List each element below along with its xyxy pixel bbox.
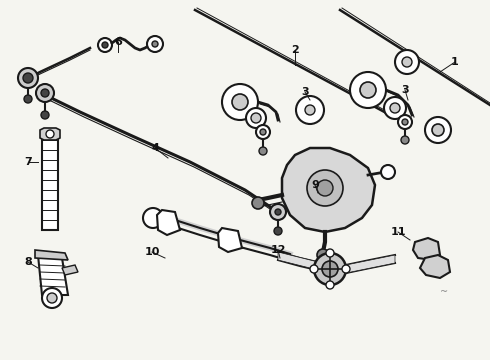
Circle shape — [152, 41, 158, 47]
Circle shape — [398, 115, 412, 129]
Circle shape — [41, 111, 49, 119]
Circle shape — [147, 36, 163, 52]
Circle shape — [342, 265, 350, 273]
Circle shape — [143, 208, 163, 228]
Polygon shape — [40, 128, 60, 140]
Polygon shape — [413, 238, 440, 260]
Polygon shape — [157, 210, 180, 235]
Text: 6: 6 — [114, 37, 122, 47]
Polygon shape — [42, 130, 58, 230]
Circle shape — [259, 147, 267, 155]
Circle shape — [274, 227, 282, 235]
Circle shape — [270, 204, 286, 220]
Text: 10: 10 — [145, 247, 160, 257]
Circle shape — [326, 249, 334, 257]
Circle shape — [402, 119, 408, 125]
Polygon shape — [282, 148, 375, 232]
Circle shape — [98, 38, 112, 52]
Polygon shape — [420, 255, 450, 278]
Polygon shape — [35, 250, 68, 260]
Circle shape — [326, 281, 334, 289]
Circle shape — [350, 72, 386, 108]
Text: ~: ~ — [440, 287, 448, 297]
Circle shape — [317, 249, 329, 261]
Circle shape — [317, 180, 333, 196]
Circle shape — [41, 89, 49, 97]
Text: 3: 3 — [301, 87, 309, 97]
Circle shape — [432, 124, 444, 136]
Text: 11: 11 — [390, 227, 406, 237]
Circle shape — [381, 165, 395, 179]
Circle shape — [36, 84, 54, 102]
Circle shape — [296, 96, 324, 124]
Circle shape — [246, 108, 266, 128]
Circle shape — [46, 130, 54, 138]
Circle shape — [23, 73, 33, 83]
Circle shape — [310, 265, 318, 273]
Circle shape — [322, 261, 338, 277]
Circle shape — [251, 113, 261, 123]
Text: 9: 9 — [311, 180, 319, 190]
Polygon shape — [218, 228, 242, 252]
Text: 2: 2 — [291, 45, 299, 55]
Text: 8: 8 — [24, 257, 32, 267]
Text: 7: 7 — [24, 157, 32, 167]
Circle shape — [384, 97, 406, 119]
Polygon shape — [346, 255, 395, 273]
Text: 4: 4 — [151, 143, 159, 153]
Circle shape — [24, 95, 32, 103]
Circle shape — [360, 82, 376, 98]
Circle shape — [314, 253, 346, 285]
Polygon shape — [38, 255, 68, 295]
Polygon shape — [62, 265, 78, 275]
Circle shape — [256, 125, 270, 139]
Circle shape — [395, 50, 419, 74]
Text: 3: 3 — [401, 85, 409, 95]
Circle shape — [18, 68, 38, 88]
Circle shape — [401, 136, 409, 144]
Circle shape — [305, 105, 315, 115]
Circle shape — [47, 293, 57, 303]
Circle shape — [222, 84, 258, 120]
Text: 12: 12 — [270, 245, 286, 255]
Circle shape — [390, 103, 400, 113]
Text: 1: 1 — [451, 57, 459, 67]
Polygon shape — [278, 252, 330, 273]
Circle shape — [252, 197, 264, 209]
Circle shape — [275, 209, 281, 215]
Circle shape — [402, 57, 412, 67]
Circle shape — [307, 170, 343, 206]
Circle shape — [42, 288, 62, 308]
Circle shape — [232, 94, 248, 110]
Circle shape — [102, 42, 108, 48]
Circle shape — [425, 117, 451, 143]
Circle shape — [260, 129, 266, 135]
